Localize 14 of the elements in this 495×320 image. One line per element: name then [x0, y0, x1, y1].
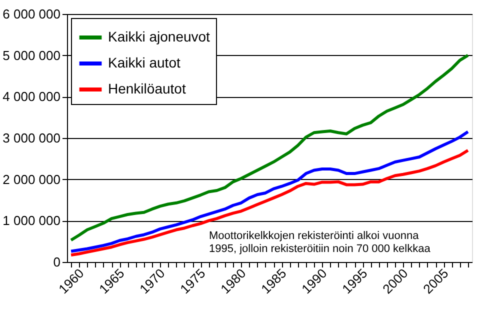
line-series: [70, 148, 470, 256]
y-tick-label: 3 000 000: [2, 130, 60, 146]
y-tick-label: 6 000 000: [2, 6, 60, 22]
legend-label: Henkilöautot: [108, 80, 186, 96]
legend-label: Kaikki ajoneuvot: [108, 28, 210, 44]
y-tick-label: 1 000 000: [2, 213, 60, 228]
y-tick-label: 5 000 000: [2, 48, 60, 63]
annotation: Moottorikelkkojen rekisteröinti alkoi vuonna 1995, jolloin rekisteröitiin noin 70 000 kelkkaa: [209, 230, 432, 255]
line-series: [70, 54, 470, 242]
legend-label: Kaikki autot: [108, 54, 180, 70]
y-tick-label: 0: [53, 254, 60, 270]
y-tick-label: 2 000 000: [2, 172, 60, 187]
y-tick-label: 4 000 000: [2, 89, 60, 104]
line-series: [70, 130, 470, 253]
